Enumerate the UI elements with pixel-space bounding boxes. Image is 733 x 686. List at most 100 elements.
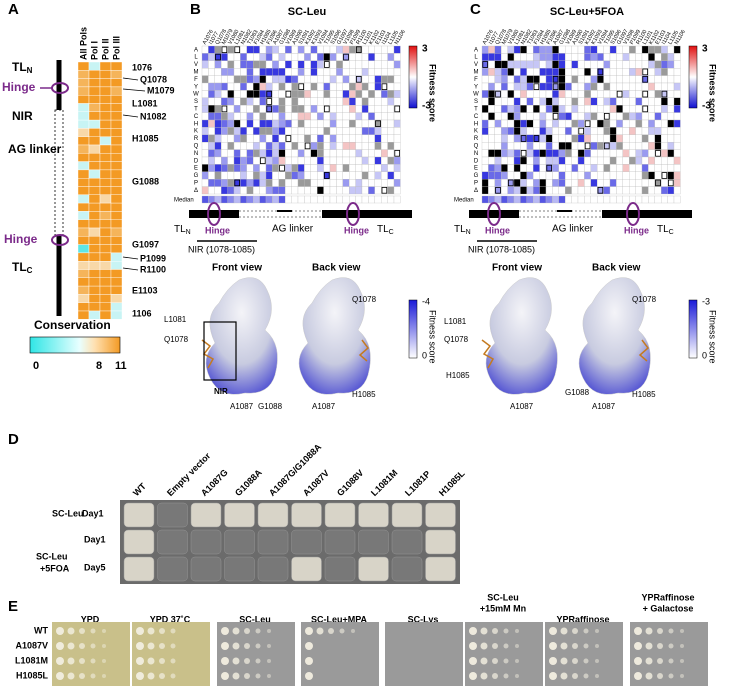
fitness-cell (227, 171, 235, 180)
conservation-cell (77, 70, 90, 79)
label: 8 (96, 360, 102, 372)
fitness-cell (336, 179, 343, 187)
spot (255, 673, 261, 679)
fitness-cell (368, 142, 375, 150)
fitness-cell (246, 149, 254, 158)
fitness-cell (629, 119, 636, 128)
conservation-cell (77, 302, 90, 312)
wt-box (552, 76, 559, 83)
fitness-cell (253, 97, 260, 106)
fitness-cell (342, 82, 350, 91)
fitness-cell (641, 53, 649, 61)
fitness-cell (387, 112, 395, 121)
fitness-cell (317, 156, 324, 165)
fitness-cell (590, 149, 598, 158)
fitness-cell (501, 97, 508, 106)
fitness-cell (336, 119, 343, 128)
fitness-cell (253, 156, 260, 165)
fitness-cell (629, 186, 636, 195)
conservation-cell (77, 219, 90, 229)
median-cell (291, 195, 299, 204)
fitness-cell (533, 149, 540, 158)
fitness-cell (221, 127, 228, 135)
fitness-cell (494, 119, 502, 128)
fitness-cell (278, 186, 286, 195)
conservation-cell (88, 285, 101, 295)
region: TLN (12, 60, 33, 75)
label: M (194, 69, 199, 75)
fitness-cell (571, 156, 579, 165)
conservation-cell (99, 94, 112, 104)
label: 3 (422, 44, 428, 55)
fitness-cell (349, 127, 356, 135)
fitness-cell (387, 90, 395, 98)
median-cell (641, 195, 649, 204)
median-cell (221, 195, 228, 204)
fitness-cell (227, 45, 235, 54)
fitness-cell (616, 97, 623, 106)
spot (221, 627, 229, 635)
label: NIR (12, 109, 33, 123)
fitness-cell (488, 149, 495, 158)
conservation-cell (99, 294, 112, 303)
fitness-cell (349, 105, 356, 113)
fitness-cell (667, 142, 675, 150)
label: -3 (702, 101, 711, 112)
label: D (474, 158, 479, 164)
fitness-cell (641, 186, 649, 195)
fitness-cell (221, 119, 228, 128)
wt-box (323, 61, 330, 68)
fitness-cell (355, 142, 363, 150)
fitness-cell (507, 97, 515, 106)
fitness-cell (240, 82, 247, 91)
wt-box (375, 120, 381, 128)
fitness-cell (488, 68, 495, 76)
fitness-cell (654, 127, 662, 135)
conservation-cell (110, 202, 123, 212)
spot (572, 628, 578, 634)
fitness-cell (641, 156, 649, 165)
fitness-cell (374, 97, 382, 106)
fitness-cell (265, 75, 273, 84)
colony (358, 529, 389, 555)
fitness-cell (501, 105, 508, 113)
fitness-cell (368, 119, 375, 128)
fitness-cell (240, 186, 247, 195)
fitness-cell (291, 171, 299, 180)
fitness-cell (609, 90, 617, 98)
fitness-cell (297, 142, 305, 150)
fitness-cell (310, 134, 318, 143)
fitness-cell (609, 53, 617, 61)
fitness-cell (513, 53, 521, 61)
fitness-cell (481, 156, 489, 165)
label: AG linker (552, 224, 594, 235)
fitness-cell (278, 171, 286, 180)
median-cell (393, 195, 401, 204)
fitness-cell (317, 142, 324, 150)
fitness-cell (481, 75, 489, 84)
fitness-cell (285, 164, 292, 172)
spot (549, 627, 557, 635)
fitness-cell (513, 45, 521, 54)
fitness-cell (494, 68, 502, 76)
fitness-cell (246, 90, 254, 98)
fitness-cell (253, 90, 260, 98)
label: L1081M (15, 655, 48, 665)
fitness-cell (329, 90, 337, 98)
fitness-cell (233, 90, 241, 98)
fitness-cell (393, 82, 401, 91)
fitness-cell (507, 119, 515, 128)
conservation-cell (99, 78, 112, 88)
conservation-cell (110, 294, 123, 303)
fitness-cell (584, 105, 591, 113)
fitness-cell (526, 127, 534, 135)
fitness-cell (648, 105, 655, 113)
fitness-cell (265, 127, 273, 135)
fitness-cell (291, 164, 299, 172)
fitness-cell (253, 127, 260, 135)
fitness-cell (240, 60, 247, 69)
fitness-cell (635, 53, 643, 61)
fitness-cell (635, 134, 643, 143)
fitness-cell (539, 75, 547, 84)
region: TL (657, 224, 669, 235)
